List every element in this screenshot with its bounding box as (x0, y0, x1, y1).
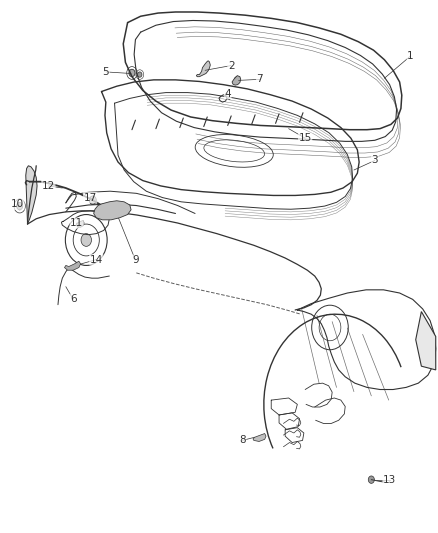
Polygon shape (76, 220, 84, 227)
Text: 9: 9 (132, 255, 139, 265)
Text: 13: 13 (383, 475, 396, 484)
Text: 10: 10 (11, 199, 24, 209)
Circle shape (81, 233, 92, 246)
Text: 11: 11 (70, 218, 83, 228)
Polygon shape (196, 61, 210, 77)
Circle shape (17, 203, 23, 210)
Text: 3: 3 (371, 156, 378, 165)
Text: 1: 1 (407, 51, 414, 61)
Text: 2: 2 (228, 61, 234, 70)
Text: 6: 6 (70, 294, 77, 304)
Text: 17: 17 (84, 192, 97, 203)
Text: 5: 5 (102, 67, 109, 77)
Circle shape (129, 69, 135, 77)
Polygon shape (232, 76, 241, 85)
Polygon shape (26, 166, 37, 224)
Polygon shape (64, 261, 81, 270)
Circle shape (368, 476, 374, 483)
Polygon shape (416, 312, 436, 370)
Text: 12: 12 (42, 181, 55, 191)
Text: 4: 4 (224, 88, 231, 99)
Text: 8: 8 (239, 435, 246, 446)
Polygon shape (253, 433, 266, 441)
Text: 7: 7 (257, 74, 263, 84)
Text: 15: 15 (299, 133, 312, 143)
Circle shape (138, 72, 142, 77)
Circle shape (89, 196, 96, 205)
Text: 14: 14 (90, 255, 103, 264)
Polygon shape (94, 201, 131, 220)
Circle shape (234, 77, 240, 83)
